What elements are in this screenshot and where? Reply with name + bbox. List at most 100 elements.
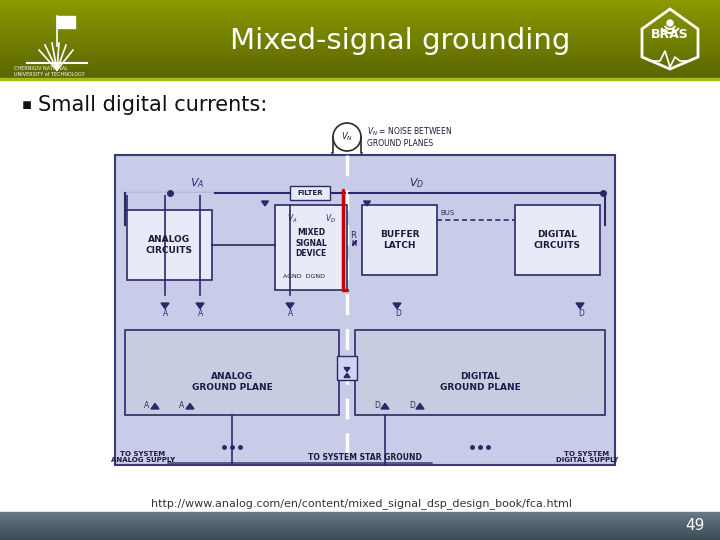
Bar — [0, 526, 720, 527]
Text: AGND  DGND: AGND DGND — [283, 274, 325, 280]
Bar — [125, 330, 339, 415]
Text: Mixed-signal grounding: Mixed-signal grounding — [230, 27, 570, 55]
Bar — [0, 530, 720, 531]
Bar — [0, 529, 720, 530]
Text: D: D — [395, 308, 401, 318]
Text: http://www.analog.com/en/content/mixed_signal_dsp_design_book/fca.html: http://www.analog.com/en/content/mixed_s… — [151, 498, 572, 509]
Bar — [0, 2, 720, 3]
Bar — [0, 40, 720, 41]
Bar — [0, 54, 720, 55]
Bar — [0, 71, 720, 72]
Bar — [0, 78, 720, 80]
Text: CHERNIGIV NATIONAL: CHERNIGIV NATIONAL — [14, 66, 68, 71]
Bar — [0, 49, 720, 50]
Bar — [127, 210, 212, 280]
Bar — [0, 524, 720, 525]
Bar — [0, 535, 720, 536]
Polygon shape — [261, 201, 269, 206]
Text: A: A — [145, 401, 150, 409]
Bar — [115, 155, 615, 465]
Polygon shape — [344, 373, 350, 377]
Bar — [0, 73, 720, 74]
Polygon shape — [416, 403, 424, 409]
Bar — [0, 52, 720, 53]
Bar — [0, 21, 720, 22]
Text: A: A — [163, 308, 168, 318]
Bar — [0, 42, 720, 43]
Bar — [0, 513, 720, 514]
Bar — [0, 29, 720, 30]
Bar — [0, 53, 720, 54]
Text: ANALOG
CIRCUITS: ANALOG CIRCUITS — [146, 235, 193, 255]
Text: 49: 49 — [685, 518, 705, 534]
Polygon shape — [286, 303, 294, 308]
Bar — [355, 330, 605, 415]
Bar — [0, 23, 720, 24]
Bar — [0, 46, 720, 47]
Polygon shape — [393, 303, 401, 308]
Bar — [0, 31, 720, 32]
Text: R: R — [350, 231, 356, 240]
Bar — [0, 30, 720, 31]
Bar — [0, 533, 720, 534]
Bar — [0, 20, 720, 21]
Text: D: D — [374, 401, 380, 409]
Text: DIGITAL
CIRCUITS: DIGITAL CIRCUITS — [534, 230, 581, 249]
Bar — [0, 18, 720, 19]
Bar — [0, 520, 720, 521]
Bar — [0, 68, 720, 69]
Bar — [0, 25, 720, 26]
Bar — [0, 7, 720, 8]
Bar — [0, 523, 720, 524]
Bar — [0, 60, 720, 61]
Bar — [0, 514, 720, 515]
Bar — [0, 47, 720, 48]
Circle shape — [333, 123, 361, 151]
Text: $V_D$: $V_D$ — [325, 213, 336, 225]
Bar — [0, 537, 720, 538]
Bar — [0, 517, 720, 518]
Bar — [0, 527, 720, 528]
Text: D: D — [578, 308, 584, 318]
Bar — [0, 536, 720, 537]
Bar — [0, 62, 720, 63]
Polygon shape — [196, 303, 204, 308]
Bar — [0, 538, 720, 539]
Bar — [0, 519, 720, 520]
Bar — [0, 13, 720, 14]
Text: BUFFER
LATCH: BUFFER LATCH — [379, 230, 419, 249]
Bar — [0, 14, 720, 15]
Text: TO SYSTEM STAR GROUND: TO SYSTEM STAR GROUND — [308, 453, 422, 462]
Bar — [0, 518, 720, 519]
Bar — [0, 72, 720, 73]
Bar — [0, 63, 720, 64]
Bar — [0, 531, 720, 532]
Text: UNIVERSITY of TECHNOLOGY: UNIVERSITY of TECHNOLOGY — [14, 72, 85, 77]
Text: Small digital currents:: Small digital currents: — [38, 95, 267, 115]
Text: $V_N$ = NOISE BETWEEN
GROUND PLANES: $V_N$ = NOISE BETWEEN GROUND PLANES — [367, 126, 453, 148]
Bar — [0, 12, 720, 13]
Bar — [0, 77, 720, 78]
Text: ANALOG
GROUND PLANE: ANALOG GROUND PLANE — [192, 372, 272, 391]
Bar — [0, 5, 720, 6]
Bar — [0, 51, 720, 52]
Bar — [57, 16, 75, 28]
Bar — [0, 61, 720, 62]
Bar — [515, 205, 600, 275]
Bar — [0, 70, 720, 71]
Text: $V_N$: $V_N$ — [341, 131, 353, 143]
Bar — [0, 6, 720, 7]
Bar — [0, 66, 720, 67]
Text: BUS: BUS — [440, 210, 454, 216]
Bar — [0, 35, 720, 36]
Bar — [0, 33, 720, 34]
Bar — [0, 17, 720, 18]
Bar — [0, 44, 720, 45]
Bar — [0, 57, 720, 58]
Bar — [0, 27, 720, 28]
Text: A: A — [289, 308, 294, 318]
Bar — [0, 55, 720, 56]
Bar — [0, 516, 720, 517]
Bar — [0, 50, 720, 51]
Bar — [0, 67, 720, 68]
